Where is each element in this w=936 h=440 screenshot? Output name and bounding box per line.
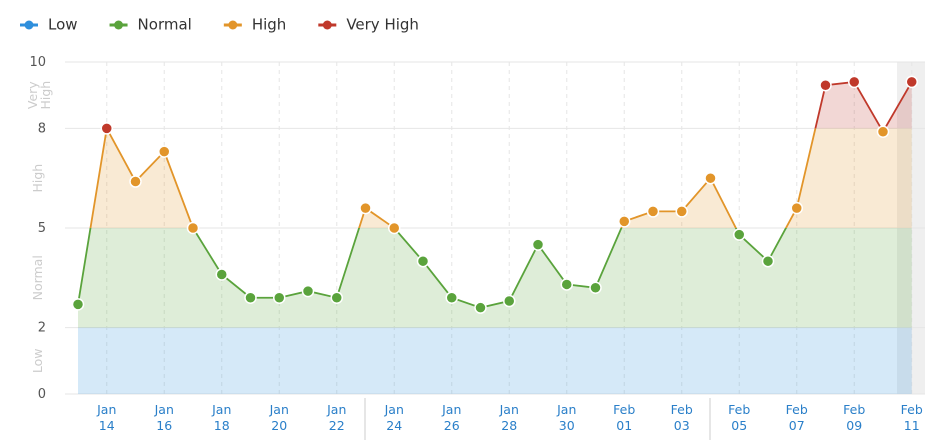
point [790,201,803,215]
point [646,205,660,218]
x-tick-label: Jan 26 [441,402,461,433]
point [531,238,545,251]
x-tick-label: Jan 28 [499,402,519,433]
point [733,228,746,241]
x-tick-label: Jan 22 [326,402,346,433]
point [589,281,602,295]
legend-icon [24,20,34,30]
legend-label: Normal [138,16,192,34]
point [359,201,372,215]
point [848,75,861,89]
point [215,268,228,281]
point [503,294,516,308]
point [129,175,142,188]
band-label: High [30,164,45,193]
y-tick-label: 8 [38,121,46,136]
x-tick-label: Jan 18 [211,402,231,433]
x-tick-label: Jan 24 [384,402,404,433]
x-tick-label: Jan 16 [154,402,174,433]
point [905,75,918,89]
legend-label: High [252,16,286,34]
point [100,122,113,135]
x-tick-label: Jan 20 [269,402,289,433]
y-tick-label: 0 [38,387,46,402]
y-tick-label: 2 [38,321,46,336]
point [273,291,286,304]
point [876,125,890,138]
point [330,291,343,304]
point [158,145,171,158]
x-tick-label: Feb 01 [613,402,635,433]
band-label: Normal [30,255,45,300]
legend-icon [228,20,238,30]
point [560,278,573,291]
x-tick-label: Jan 14 [96,402,116,433]
point [244,291,257,304]
legend-icon [322,20,332,30]
x-tick-label: Jan 30 [556,402,576,433]
point [301,284,315,298]
line [77,228,787,309]
point [819,78,832,92]
x-tick-label: Feb 09 [843,402,865,433]
y-tick-label: 10 [29,55,46,70]
x-tick-label: Feb 03 [671,402,693,433]
legend-label: Very High [346,16,419,34]
y-tick-label: 5 [38,221,46,236]
band-label: VeryHigh [25,81,53,110]
x-tick-label: Feb 11 [901,402,923,433]
point [675,205,688,218]
point [761,254,775,268]
point [388,221,401,235]
area [78,228,912,328]
legend-icon [114,20,124,30]
point [416,254,430,268]
point [186,221,200,235]
legend-label: Low [48,16,78,34]
x-tick-label: Feb 07 [786,402,808,433]
point [445,291,458,304]
point [71,298,85,311]
band-label: Low [30,348,45,373]
point [704,171,717,185]
point [618,215,631,228]
point [474,301,487,314]
x-tick-label: Feb 05 [728,402,750,433]
area [78,327,912,394]
area [90,128,912,228]
